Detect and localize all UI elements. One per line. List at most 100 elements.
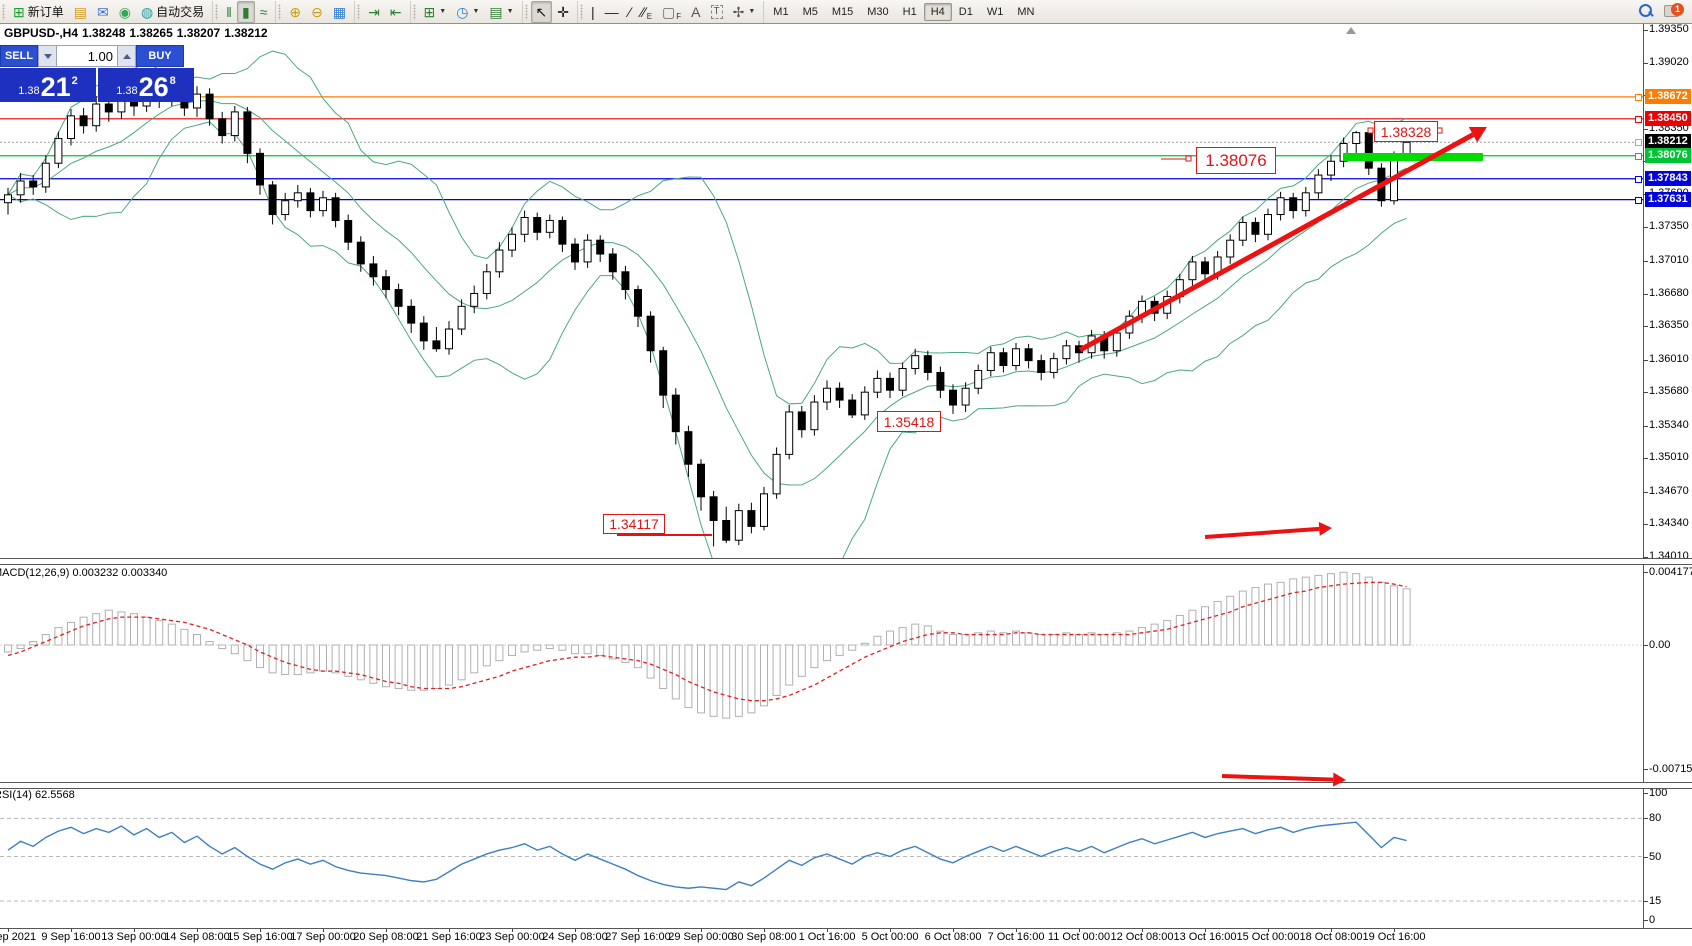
time-axis-label: 14 Sep 08:00 <box>164 931 230 943</box>
time-axis-label: 13 Sep 00:00 <box>101 931 167 943</box>
timeframe-d1[interactable]: D1 <box>958 5 973 18</box>
high-value: 1.38265 <box>129 26 173 40</box>
autotrading-button[interactable]: ◍ 自动交易 <box>136 1 209 23</box>
volume-decrease-button[interactable] <box>38 45 57 67</box>
chart-shift-icon: ⇤ <box>389 3 402 20</box>
fibo-channel-button[interactable]: ▢ F <box>657 1 686 23</box>
support-price-label[interactable]: 1.38076 <box>1196 147 1276 174</box>
time-axis-tick <box>638 928 639 932</box>
price-line-badge: 1.38212 <box>1645 134 1691 150</box>
bottom-low-label[interactable]: 1.34117 <box>603 514 665 534</box>
crosshair-button[interactable]: ✛ <box>552 1 574 23</box>
timeframe-h4[interactable]: H4 <box>923 2 952 21</box>
price-axis-label: 1.34670 <box>1649 484 1689 497</box>
timeframe-m15[interactable]: M15 <box>831 5 854 18</box>
timeframe-toolbar: M1 M5 M15 M30 H1 H4 D1 W1 MN <box>764 1 1043 23</box>
macd-values: 0.003232 0.003340 <box>72 567 168 579</box>
rsi-splitter[interactable] <box>0 782 1692 789</box>
recent-high-label[interactable]: 1.38328 <box>1374 121 1438 142</box>
arrows-button[interactable]: ✢ ▼ <box>728 1 761 23</box>
volume-increase-button[interactable] <box>117 45 136 67</box>
search-icon[interactable] <box>1638 3 1654 19</box>
price-line-badge: 1.37631 <box>1645 191 1691 207</box>
price-axis-label: 1.35340 <box>1649 418 1689 431</box>
chart-shift-button[interactable]: ⇤ <box>385 1 407 23</box>
timeframe-m5[interactable]: M5 <box>802 5 818 18</box>
time-axis-tick <box>764 928 765 932</box>
timeframe-mn[interactable]: MN <box>1017 5 1035 18</box>
trendline-icon: ∕ <box>628 3 631 20</box>
timeframe-m1[interactable]: M1 <box>773 5 789 18</box>
auto-scroll-button[interactable]: ⇥ <box>363 1 385 23</box>
volume-input[interactable] <box>57 45 117 67</box>
time-axis-label: 1 Oct 16:00 <box>798 931 856 943</box>
macd-splitter[interactable] <box>0 558 1692 565</box>
text-button[interactable]: A <box>686 1 705 23</box>
rsi-axis-tick <box>1643 900 1648 902</box>
notifications-icon[interactable]: 1 <box>1664 3 1684 19</box>
time-axis-tick <box>1205 928 1206 932</box>
templates-icon: ▤ <box>489 3 503 20</box>
timeframe-h1[interactable]: H1 <box>902 5 917 18</box>
price-axis-tick <box>1643 524 1648 526</box>
close-value: 1.38212 <box>224 26 268 40</box>
line-chart-button[interactable]: ≈ <box>255 1 273 23</box>
sell-button[interactable]: SELL <box>0 45 38 67</box>
text-label-icon: T <box>710 4 723 19</box>
timeframe-m30[interactable]: M30 <box>867 5 889 18</box>
swing-low-label[interactable]: 1.35418 <box>877 411 941 432</box>
rsi-axis-label: 100 <box>1649 787 1668 799</box>
macd-axis-label: 0.00 <box>1649 639 1671 651</box>
signal-button[interactable]: ◉ <box>114 1 136 23</box>
fibonacci-icon: ∕∕ <box>641 3 646 20</box>
templates-button[interactable]: ▤ ▼ <box>484 1 518 23</box>
periods-button[interactable]: ◷ ▼ <box>451 1 484 23</box>
text-label-button[interactable]: T <box>706 1 728 23</box>
toolbar-group: ‖ ▮ ≈ <box>213 0 277 23</box>
fibonacci-button[interactable]: ∕∕ E <box>636 1 657 23</box>
new-order-button[interactable]: ⊞ 新订单 <box>8 1 69 23</box>
time-axis-tick <box>512 928 513 932</box>
tile-windows-button[interactable]: ▦ <box>328 1 351 23</box>
toolbar-group: ⊞ ▼ ◷ ▼ ▤ ▼ <box>411 0 523 23</box>
symbol-name: GBPUSD-,H4 <box>4 26 79 40</box>
time-axis-tick <box>890 928 891 932</box>
new-chart-button[interactable]: ⊞ ▼ <box>419 1 452 23</box>
dropdown-caret-icon: ▼ <box>748 8 756 15</box>
macd-label: MACD(12,26,9) 0.003232 0.003340 <box>0 567 167 579</box>
time-axis-tick <box>827 928 828 932</box>
bar-chart-button[interactable]: ‖ <box>221 1 237 23</box>
zoom-in-button[interactable]: ⊕ <box>284 1 306 23</box>
time-axis-label: 30 Sep 08:00 <box>731 931 797 943</box>
buy-button[interactable]: BUY <box>136 45 184 67</box>
macd-name: MACD(12,26,9) <box>0 567 70 579</box>
rsi-axis-label: 50 <box>1649 850 1662 863</box>
time-axis-tick <box>134 928 135 932</box>
time-axis-tick <box>1016 928 1017 932</box>
candlestick-button[interactable]: ▮ <box>236 0 255 23</box>
trendline-button[interactable]: ∕ <box>624 1 636 23</box>
tile-windows-icon: ▦ <box>332 3 347 20</box>
buy-price-tile[interactable]: 1.38 26 8 <box>98 68 194 102</box>
sell-price-tile[interactable]: 1.38 21 2 <box>0 68 96 102</box>
mail-button[interactable]: ✉ <box>92 1 114 23</box>
candlestick-icon: ▮ <box>241 3 250 20</box>
profiles-button[interactable]: ▤ <box>69 1 92 23</box>
zoom-out-button[interactable]: ⊖ <box>306 1 328 23</box>
time-axis-label: 8 Sep 2021 <box>0 931 37 943</box>
autotrading-label: 自动交易 <box>156 5 205 19</box>
price-axis-tick <box>1643 392 1648 394</box>
time-axis-label: 15 Oct 00:00 <box>1236 931 1300 943</box>
caret-down-icon <box>43 53 52 59</box>
timeframe-w1[interactable]: W1 <box>986 5 1004 18</box>
symbol-ohlc-label: GBPUSD-,H4 1.38248 1.38265 1.38207 1.38212 <box>4 26 272 40</box>
vertical-line-button[interactable]: | <box>586 1 600 23</box>
toolbar-group: ⊞ 新订单 ▤ ✉ ◉ ◍ 自动交易 <box>0 0 214 23</box>
cursor-button[interactable]: ↖ <box>530 0 553 23</box>
sell-price-prefix: 1.38 <box>18 85 40 97</box>
price-axis-tick <box>1643 128 1648 130</box>
price-line-badge: 1.38076 <box>1645 147 1691 163</box>
horizontal-line-button[interactable]: — <box>600 1 624 23</box>
